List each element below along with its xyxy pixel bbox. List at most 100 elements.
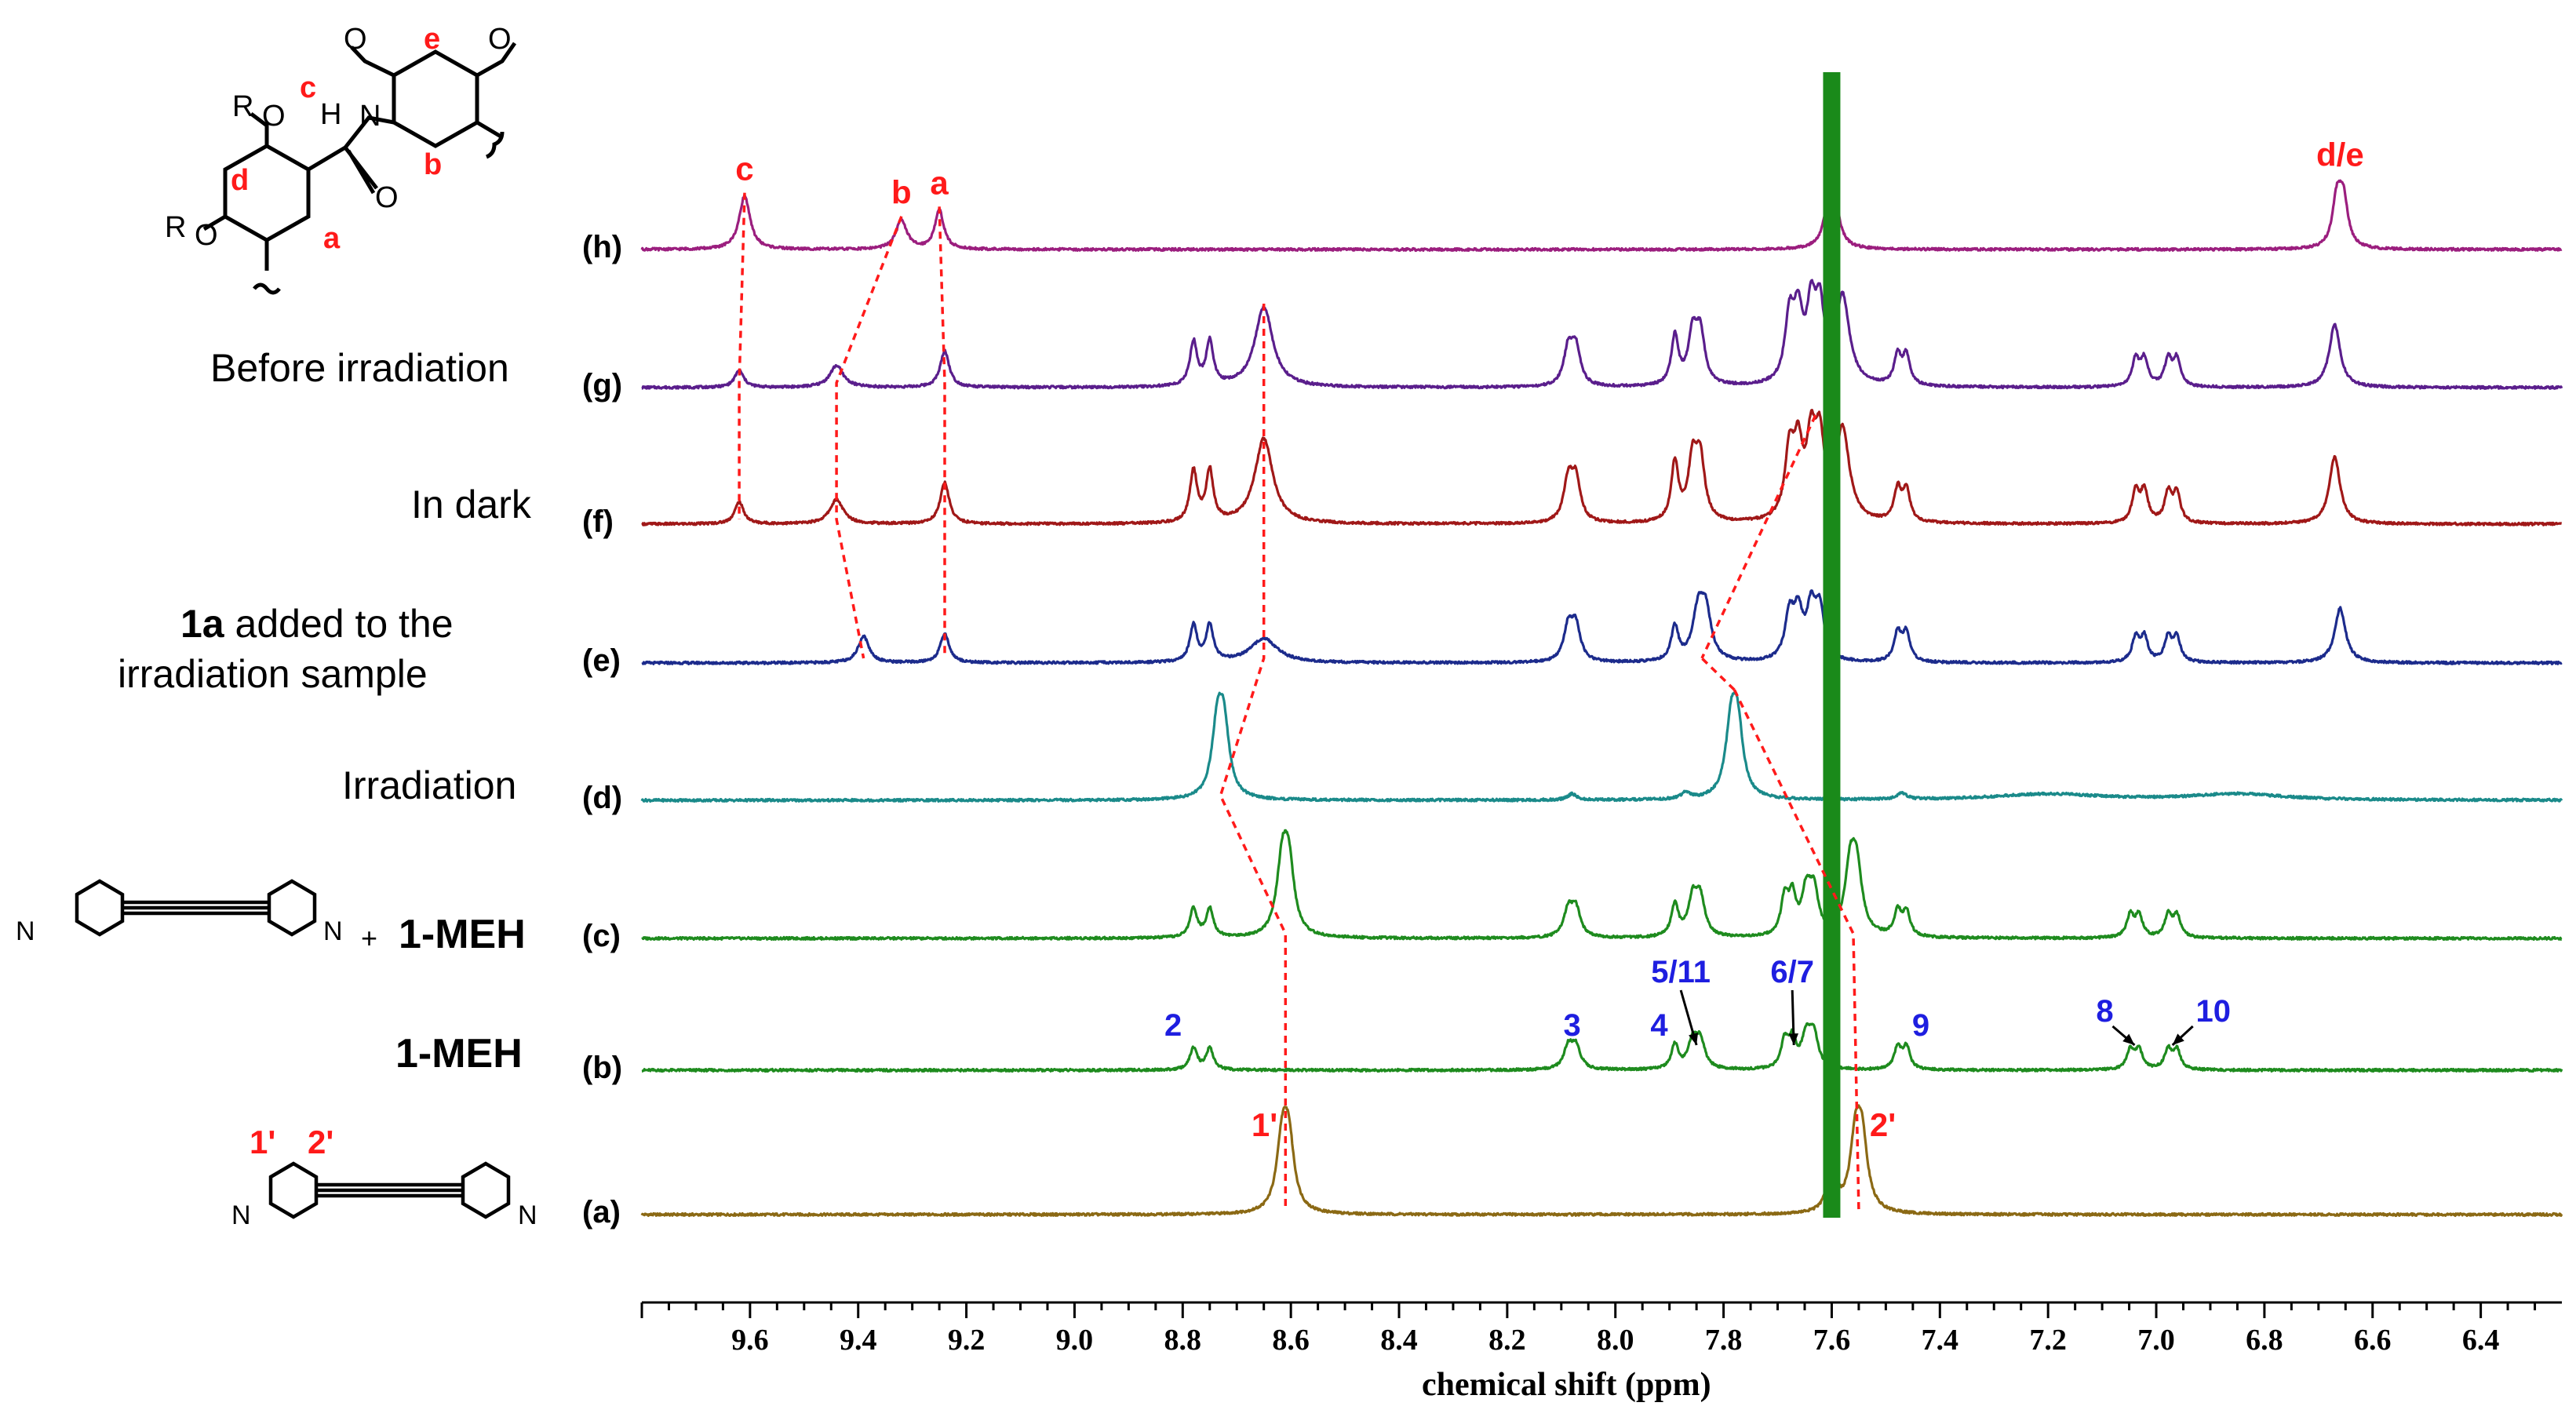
spectra-layer xyxy=(640,72,2563,1218)
series-label-a: (a) xyxy=(582,1195,621,1229)
structure-atom-o-top-left: O xyxy=(344,23,367,56)
series-description-f: In dark xyxy=(411,483,532,526)
structure-wavy-bond-2 xyxy=(485,131,505,159)
x-tick-label: 7.0 xyxy=(2137,1324,2175,1357)
x-tick-label: 8.8 xyxy=(1164,1324,1202,1357)
bottom-ring-left xyxy=(268,1161,319,1219)
x-tick-label: 6.4 xyxy=(2462,1324,2500,1357)
x-tick-label: 9.6 xyxy=(731,1324,769,1357)
x-tick-label: 6.6 xyxy=(2354,1324,2392,1357)
x-tick-label: 8.6 xyxy=(1272,1324,1310,1357)
bottom-chemical-structure xyxy=(268,1161,511,1219)
bottom-pyridine-n-left: N xyxy=(231,1200,251,1230)
bottom-label-1-prime: 1' xyxy=(250,1124,275,1160)
structure-atom-n: N xyxy=(359,100,381,133)
series-label-c: (c) xyxy=(582,919,621,953)
peak-label-red-0: c xyxy=(735,151,753,188)
spectrum-line-d xyxy=(640,691,2563,803)
peak-label-blue-6: 8 xyxy=(2096,994,2113,1029)
peak-label-red-1: b xyxy=(891,174,912,211)
peak-label-red-5: 2' xyxy=(1870,1106,1896,1143)
middle-pyridine-n-right: N xyxy=(323,916,343,946)
spectrum-line-a xyxy=(640,1104,2563,1218)
x-tick-label: 8.4 xyxy=(1380,1324,1418,1357)
peak-label-blue-5: 9 xyxy=(1912,1008,1929,1043)
structure-atom-o-top-right: O xyxy=(488,23,512,56)
structure-atom-h: H xyxy=(320,98,341,131)
peak-label-red-4: 1' xyxy=(1252,1106,1277,1143)
peak-label-blue-1: 3 xyxy=(1563,1008,1580,1043)
x-tick-label: 7.4 xyxy=(1922,1324,1959,1357)
spectrum-line-g xyxy=(641,279,2563,390)
middle-pyridine-n-left: N xyxy=(16,916,35,946)
peak-arrowhead-3 xyxy=(1689,1033,1699,1045)
series-label-e: (e) xyxy=(582,643,621,678)
middle-ring-right xyxy=(267,879,317,937)
bottom-alkyne xyxy=(316,1182,463,1198)
x-tick-label: 8.2 xyxy=(1488,1324,1526,1357)
peak-label-blue-7: 10 xyxy=(2195,994,2231,1029)
series-description-g: Before irradiation xyxy=(210,346,509,390)
structure-atom-o-lower: O xyxy=(195,219,218,252)
peak-arrowhead-4 xyxy=(1788,1033,1799,1045)
bottom-pyridine-n-right: N xyxy=(518,1200,537,1230)
peak-label-blue-2: 4 xyxy=(1650,1008,1668,1043)
x-tick-label: 9.2 xyxy=(948,1324,986,1357)
x-tick-label: 7.6 xyxy=(1813,1324,1851,1357)
x-tick-label: 9.4 xyxy=(840,1324,877,1357)
middle-plus-sign: + xyxy=(361,922,377,954)
series-label-f: (f) xyxy=(582,505,614,539)
series-label-h: (h) xyxy=(582,230,622,264)
peak-label-blue-4: 6/7 xyxy=(1770,955,1814,989)
structure-atom-o-phenol: O xyxy=(262,100,286,133)
series-label-layer: (a) (b) (c) (d) (e) (f) (g) (h) 1-MEH Irradiation… xyxy=(118,230,622,1229)
series-label-d: (d) xyxy=(582,781,622,815)
structure-amide-bonds xyxy=(202,42,517,271)
middle-ring-left xyxy=(75,879,125,937)
structure-label-c: c xyxy=(300,71,316,104)
structure-wavy-bond-1 xyxy=(253,282,281,295)
structure-r-group-1: R xyxy=(232,90,253,123)
correlation-line-4 xyxy=(1700,657,1736,691)
structure-ring-upper xyxy=(392,49,479,148)
correlation-line-3 xyxy=(1219,304,1288,1210)
peak-arrowhead-6 xyxy=(2122,1033,2135,1045)
structure-label-d: d xyxy=(231,164,249,197)
x-tick-label: 7.8 xyxy=(1705,1324,1743,1357)
peak-arrowhead-7 xyxy=(2172,1033,2184,1045)
series-description-e-compound: 1a xyxy=(180,602,225,646)
solvent-peak xyxy=(1823,72,1841,1218)
middle-compound-name: 1-MEH xyxy=(399,912,526,957)
peak-label-blue-0: 2 xyxy=(1164,1008,1182,1043)
series-label-b: (b) xyxy=(582,1051,622,1085)
bottom-ring-right xyxy=(461,1161,511,1219)
structure-label-b: b xyxy=(424,148,442,181)
correlation-line-5 xyxy=(1700,414,1817,659)
annotation-layer: c b a d/e 1' 2' 2 3 4 5/11 6/7 9 8 10 xyxy=(735,136,2363,1143)
x-tick-label: 7.2 xyxy=(2029,1324,2067,1357)
middle-alkyne xyxy=(122,900,269,916)
series-label-g: (g) xyxy=(582,368,622,403)
structure-label-a: a xyxy=(323,222,341,255)
series-description-d: Irradiation xyxy=(342,763,516,807)
x-axis: 9.6 9.4 9.2 9.0 8.8 8.6 8.4 8.2 8.0 7.8 7.6 7.4 7.2 7… xyxy=(640,1301,2562,1357)
peak-label-red-2: a xyxy=(930,164,949,201)
spectrum-line-f xyxy=(641,409,2563,526)
series-description-e-line1: added to the xyxy=(224,602,454,646)
middle-chemical-structure xyxy=(75,879,317,937)
series-description-b: 1-MEH xyxy=(395,1031,523,1076)
series-description-e: 1a added to the irradiation sample xyxy=(118,602,454,696)
peak-label-blue-3: 5/11 xyxy=(1651,955,1711,989)
x-tick-label: 6.8 xyxy=(2246,1324,2283,1357)
x-tick-label: 9.0 xyxy=(1056,1324,1094,1357)
correlation-layer xyxy=(738,192,1860,1211)
series-description-e-line2: irradiation sample xyxy=(118,652,428,696)
spectrum-line-h xyxy=(640,150,2563,253)
correlation-line-6 xyxy=(1733,689,1860,1211)
correlation-line-0 xyxy=(738,192,746,519)
x-tick-label: 8.0 xyxy=(1597,1324,1634,1357)
spectrum-line-b xyxy=(641,1022,2563,1073)
x-axis-label: chemical shift (ppm) xyxy=(1422,1367,1711,1403)
spectrum-line-e xyxy=(641,589,2563,665)
